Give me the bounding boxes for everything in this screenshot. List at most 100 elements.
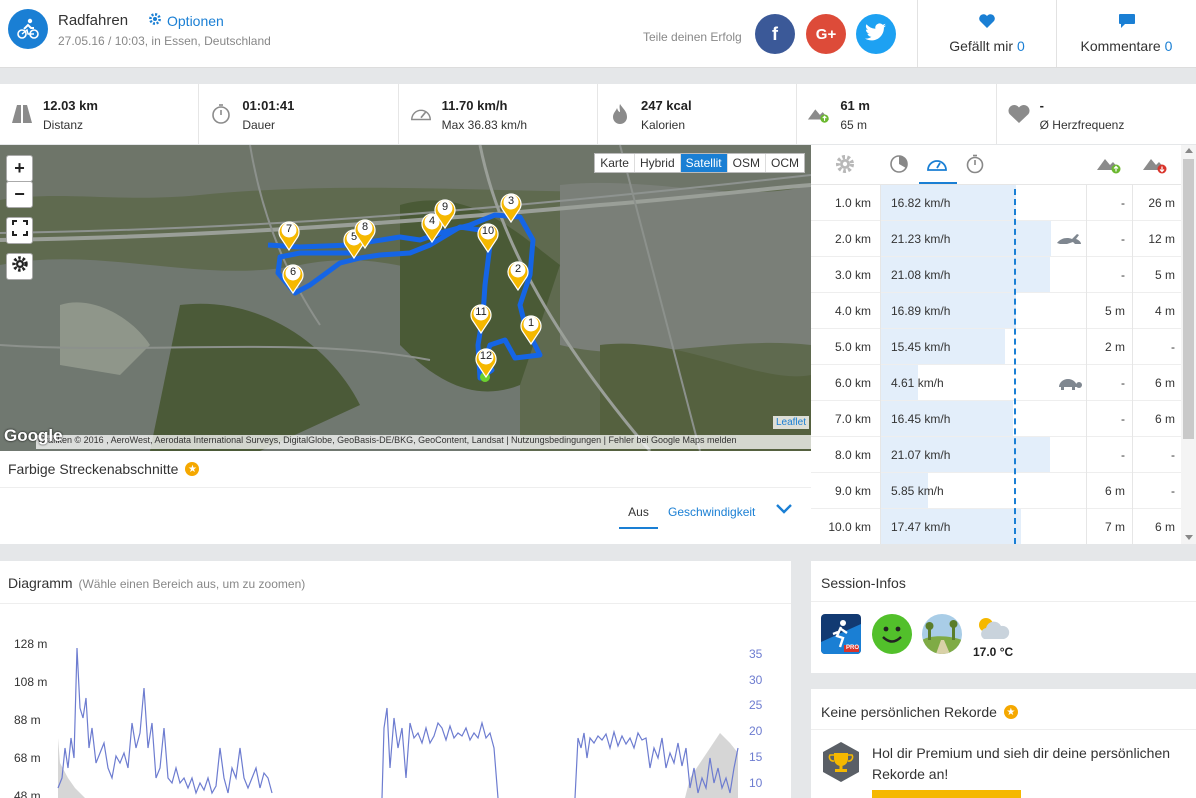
feeling-happy-icon [872, 614, 912, 654]
map-marker-9[interactable]: 9 [433, 197, 457, 229]
map-type-ocm[interactable]: OCM [771, 156, 799, 170]
records-title: Keine persönlichen Rekorde ★ [821, 704, 1018, 720]
y-axis-right-tick: 20 [749, 724, 763, 738]
pace-tab[interactable] [887, 153, 911, 177]
split-elevation-loss: - [1171, 340, 1175, 354]
split-elevation-loss: 6 m [1154, 376, 1175, 390]
divider [811, 601, 1196, 602]
y-axis-left-tick: 48 m [14, 789, 41, 798]
scroll-thumb[interactable] [1183, 159, 1194, 439]
marker-label: 8 [361, 221, 369, 233]
stat-label: Dauer [242, 118, 276, 132]
scrollbar[interactable] [1181, 145, 1196, 544]
scroll-up-arrow[interactable] [1185, 148, 1193, 153]
zoom-in-button[interactable]: + [6, 155, 33, 182]
route-map[interactable]: 1 2 3 4 5 6 7 8 9 10 11 12 + − Karte Hybrid Satelli… [0, 145, 811, 451]
stat-value: 247 kcal [640, 98, 692, 113]
marker-label: 5 [350, 231, 358, 243]
map-marker-7[interactable]: 7 [277, 219, 301, 251]
segment-option-speed[interactable]: Geschwindigkeit [668, 505, 756, 519]
marker-label: 2 [514, 263, 522, 275]
options-link[interactable]: Optionen [148, 12, 224, 29]
map-marker-10[interactable]: 10 [476, 221, 500, 253]
map-marker-11[interactable]: 11 [469, 302, 493, 334]
session-info-panel: Session-Infos PRO 17.0 °C [811, 561, 1196, 673]
elevation-loss-header [1143, 153, 1167, 177]
y-axis-right-tick: 35 [749, 647, 763, 661]
stat-value: 61 m [840, 98, 870, 113]
runtastic-app-icon[interactable]: PRO [821, 614, 861, 654]
map-type-satellit[interactable]: Satellit [680, 154, 728, 172]
map-marker-3[interactable]: 3 [499, 191, 523, 223]
map-type-osm[interactable]: OSM [728, 154, 766, 172]
elevation-speed-chart[interactable] [50, 628, 750, 798]
google-logo: Google [4, 426, 63, 445]
twitter-share-button[interactable] [856, 14, 896, 54]
heart-icon [1007, 102, 1031, 126]
speed-bar [881, 257, 1050, 292]
speed-bar [881, 185, 1016, 220]
speed-bar [881, 293, 1016, 328]
diagram-title-text: Diagramm [8, 575, 73, 591]
y-axis-right-tick: 10 [749, 776, 763, 790]
map-marker-12[interactable]: 12 [474, 346, 498, 378]
speed-bar [881, 473, 928, 508]
elevation-area [58, 738, 85, 798]
split-distance: 4.0 km [834, 304, 871, 318]
map-marker-1[interactable]: 1 [519, 313, 543, 345]
map-attribution[interactable]: Grafiken © 2016 , AeroWest, Aerodata Int… [36, 435, 811, 449]
speed-tab[interactable] [925, 153, 949, 177]
turtle-icon [1055, 375, 1083, 394]
split-elevation-gain: - [1121, 268, 1125, 282]
facebook-share-button[interactable]: f [755, 14, 795, 54]
zoom-out-button[interactable]: − [6, 181, 33, 208]
split-distance: 8.0 km [834, 448, 871, 462]
comment-label: Kommentare [1080, 38, 1161, 54]
leaflet-attribution-link[interactable]: Leaflet [772, 416, 809, 429]
split-row: 5.0 km 15.45 km/h 2 m - [811, 329, 1181, 365]
map-type-hybrid[interactable]: Hybrid [635, 154, 681, 172]
scroll-down-arrow[interactable] [1185, 535, 1193, 540]
activity-meta: 27.05.16 / 10:03, in Essen, Deutschland [58, 34, 271, 48]
speed-line [57, 647, 273, 795]
split-elevation-loss: 6 m [1154, 412, 1175, 426]
fullscreen-button[interactable] [6, 217, 33, 244]
map-marker-2[interactable]: 2 [506, 259, 530, 291]
split-row: 3.0 km 21.08 km/h - 5 m [811, 257, 1181, 293]
google-plus-icon: G+ [815, 25, 837, 43]
split-elevation-gain: - [1121, 448, 1125, 462]
divider [811, 729, 1196, 730]
elevation-up-icon [807, 102, 831, 126]
like-button[interactable]: Gefällt mir 0 [918, 0, 1056, 67]
stat-value: 11.70 km/h [441, 98, 508, 113]
get-premium-button[interactable] [872, 790, 1021, 798]
marker-label: 1 [527, 317, 535, 329]
split-row: 7.0 km 16.45 km/h - 6 m [811, 401, 1181, 437]
split-elevation-gain: - [1121, 196, 1125, 210]
weather-partly-cloudy-icon [974, 614, 1010, 645]
split-elevation-gain: 5 m [1104, 304, 1125, 318]
comment-button[interactable]: Kommentare 0 [1057, 0, 1196, 67]
like-label: Gefällt mir [949, 38, 1013, 54]
marker-label: 11 [475, 306, 487, 318]
split-speed: 17.47 km/h [891, 520, 951, 534]
duration-tab[interactable] [963, 153, 987, 177]
split-elevation-gain: - [1121, 376, 1125, 390]
diagram-panel[interactable]: Diagramm (Wähle einen Bereich aus, um zu… [0, 561, 791, 798]
split-speed: 15.45 km/h [891, 340, 951, 354]
map-type-karte[interactable]: Karte [595, 154, 635, 172]
split-row: 9.0 km 5.85 km/h 6 m - [811, 473, 1181, 509]
segment-option-off[interactable]: Aus [619, 503, 658, 529]
chevron-down-icon[interactable] [774, 501, 794, 518]
speed-bar [881, 365, 918, 400]
map-marker-4[interactable]: 4 [420, 211, 444, 243]
stat-distance: 12.03 km Distanz [0, 84, 200, 144]
map-marker-8[interactable]: 8 [353, 217, 377, 249]
speed-line [574, 729, 739, 798]
settings-tab[interactable] [833, 153, 857, 177]
map-settings-button[interactable] [6, 253, 33, 280]
map-marker-6[interactable]: 6 [281, 262, 305, 294]
active-tab-indicator [919, 182, 957, 184]
speedometer-icon [409, 102, 433, 126]
google-plus-share-button[interactable]: G+ [806, 14, 846, 54]
